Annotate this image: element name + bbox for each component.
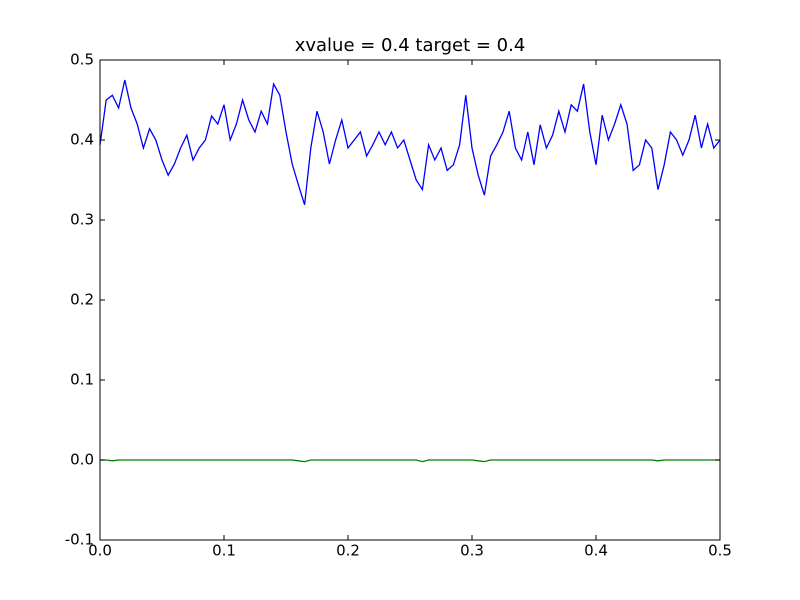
x-tick-label: 0.0 (88, 542, 112, 560)
y-tick-label: 0.1 (70, 371, 94, 389)
y-tick-label: 0.2 (70, 291, 94, 309)
y-tick-label: 0.0 (70, 451, 94, 469)
x-tick-label: 0.2 (336, 542, 360, 560)
chart-title: xvalue = 0.4 target = 0.4 (295, 35, 526, 56)
y-tick-label: 0.5 (70, 51, 94, 69)
x-tick-label: 0.4 (584, 542, 608, 560)
data-line (100, 459, 720, 463)
y-tick-label: 0.4 (70, 131, 94, 149)
data-line (99, 79, 721, 205)
x-tick-label: 0.3 (460, 542, 484, 560)
x-tick-label: 0.1 (212, 542, 236, 560)
y-tick-label: -0.1 (65, 531, 94, 549)
y-tick-label: 0.3 (70, 211, 94, 229)
x-tick-label: 0.5 (708, 542, 732, 560)
